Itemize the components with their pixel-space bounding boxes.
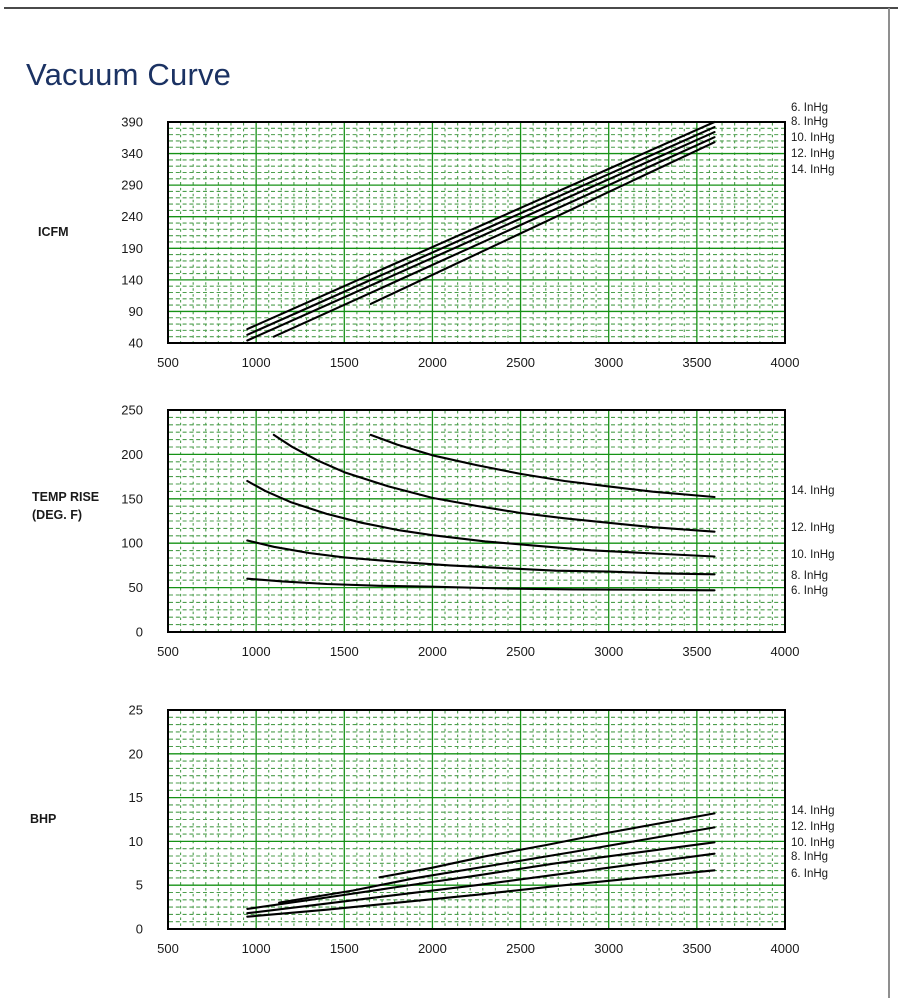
x-tick-label: 2500 [506, 355, 535, 370]
y-tick-label: 200 [121, 447, 143, 462]
series-curve-10-inhg [246, 131, 716, 342]
y-tick-label: 340 [121, 146, 143, 161]
y-tick-label: 150 [121, 491, 143, 506]
x-tick-label: 2500 [506, 644, 535, 659]
x-tick-label: 500 [157, 355, 179, 370]
axis-title: (DEG. F) [32, 508, 82, 522]
series-curve-10-inhg [246, 479, 716, 558]
y-tick-label: 250 [121, 403, 143, 418]
x-tick-label: 1000 [242, 644, 271, 659]
temp-rise-chart: 500 1000 1500 2000 2500 3000 3500 4000 0 50 100 150… [32, 403, 834, 660]
top-border-rule [4, 7, 898, 9]
series-curve-10-inhg [246, 841, 716, 910]
y-tick-label: 40 [129, 336, 143, 351]
x-tick-label: 4000 [771, 644, 800, 659]
series-curve-6-inhg [246, 577, 716, 592]
series-curve-8-inhg [246, 539, 716, 576]
y-tick-label: 290 [121, 178, 143, 193]
plot-border [167, 409, 786, 633]
page-title: Vacuum Curve [26, 56, 232, 92]
series-curve-14-inhg [378, 812, 716, 879]
x-tick-label: 500 [157, 941, 179, 956]
y-tick-label: 10 [129, 834, 143, 849]
x-tick-label: 1000 [242, 941, 271, 956]
series-curve-8-inhg [246, 852, 716, 915]
x-tick-label: 2000 [418, 644, 447, 659]
y-tick-label: 20 [129, 746, 143, 761]
y-tick-label: 25 [129, 703, 143, 718]
icfm-chart: 500 1000 1500 2000 2500 3000 3500 4000 40 90 140 19… [38, 102, 834, 370]
x-tick-label: 3000 [594, 644, 623, 659]
series-curve-12-inhg [272, 433, 716, 533]
x-tick-label: 4000 [771, 941, 800, 956]
legend-label: 12. InHg [791, 821, 834, 833]
x-tick-label: 500 [157, 644, 179, 659]
series-curve-6-inhg [246, 120, 716, 331]
axis-title: TEMP RISE [32, 490, 99, 504]
y-tick-label: 390 [121, 115, 143, 130]
x-tick-label: 2500 [506, 941, 535, 956]
legend-label: 8. InHg [791, 851, 828, 863]
series-curve-12-inhg [272, 136, 716, 338]
y-tick-label: 15 [129, 790, 143, 805]
bhp-chart: 500 1000 1500 2000 2500 3000 3500 4000 0 5 10 15 20 2… [30, 703, 834, 957]
x-tick-label: 2000 [418, 355, 447, 370]
legend-label: 6. InHg [791, 868, 828, 880]
x-tick-label: 1000 [242, 355, 271, 370]
plot-border [167, 709, 786, 930]
series-curve-14-inhg [369, 433, 716, 499]
y-tick-label: 240 [121, 209, 143, 224]
x-tick-label: 3500 [682, 941, 711, 956]
y-tick-label: 5 [136, 878, 143, 893]
y-tick-label: 140 [121, 272, 143, 287]
legend-label: 10. InHg [791, 132, 834, 144]
series-curve-12-inhg [278, 826, 716, 904]
axis-title: BHP [30, 812, 56, 826]
y-tick-label: 100 [121, 536, 143, 551]
legend-label: 6. InHg [791, 585, 828, 597]
y-tick-label: 190 [121, 241, 143, 256]
y-tick-label: 0 [136, 625, 143, 640]
x-tick-label: 1500 [330, 644, 359, 659]
right-border-rule [888, 8, 890, 998]
legend-label: 10. InHg [791, 549, 834, 561]
legend-label: 12. InHg [791, 148, 834, 160]
x-tick-label: 3500 [682, 644, 711, 659]
legend-label: 14. InHg [791, 805, 834, 817]
plot-border [167, 121, 786, 344]
x-tick-label: 4000 [771, 355, 800, 370]
legend-label: 10. InHg [791, 837, 834, 849]
x-tick-label: 1500 [330, 355, 359, 370]
legend-label: 12. InHg [791, 522, 834, 534]
series-curve-8-inhg [246, 126, 716, 336]
y-tick-label: 90 [129, 304, 143, 319]
series-curve-6-inhg [246, 869, 716, 918]
x-tick-label: 3000 [594, 355, 623, 370]
x-tick-label: 3000 [594, 941, 623, 956]
legend-label: 8. InHg [791, 116, 828, 128]
x-tick-label: 3500 [682, 355, 711, 370]
x-tick-label: 2000 [418, 941, 447, 956]
legend-label: 8. InHg [791, 570, 828, 582]
legend-label: 14. InHg [791, 485, 834, 497]
x-tick-label: 1500 [330, 941, 359, 956]
y-tick-label: 0 [136, 922, 143, 937]
axis-title: ICFM [38, 225, 69, 239]
legend-label: 6. InHg [791, 102, 828, 114]
series-curve-14-inhg [369, 141, 716, 305]
y-tick-label: 50 [129, 580, 143, 595]
legend-label: 14. InHg [791, 164, 834, 176]
